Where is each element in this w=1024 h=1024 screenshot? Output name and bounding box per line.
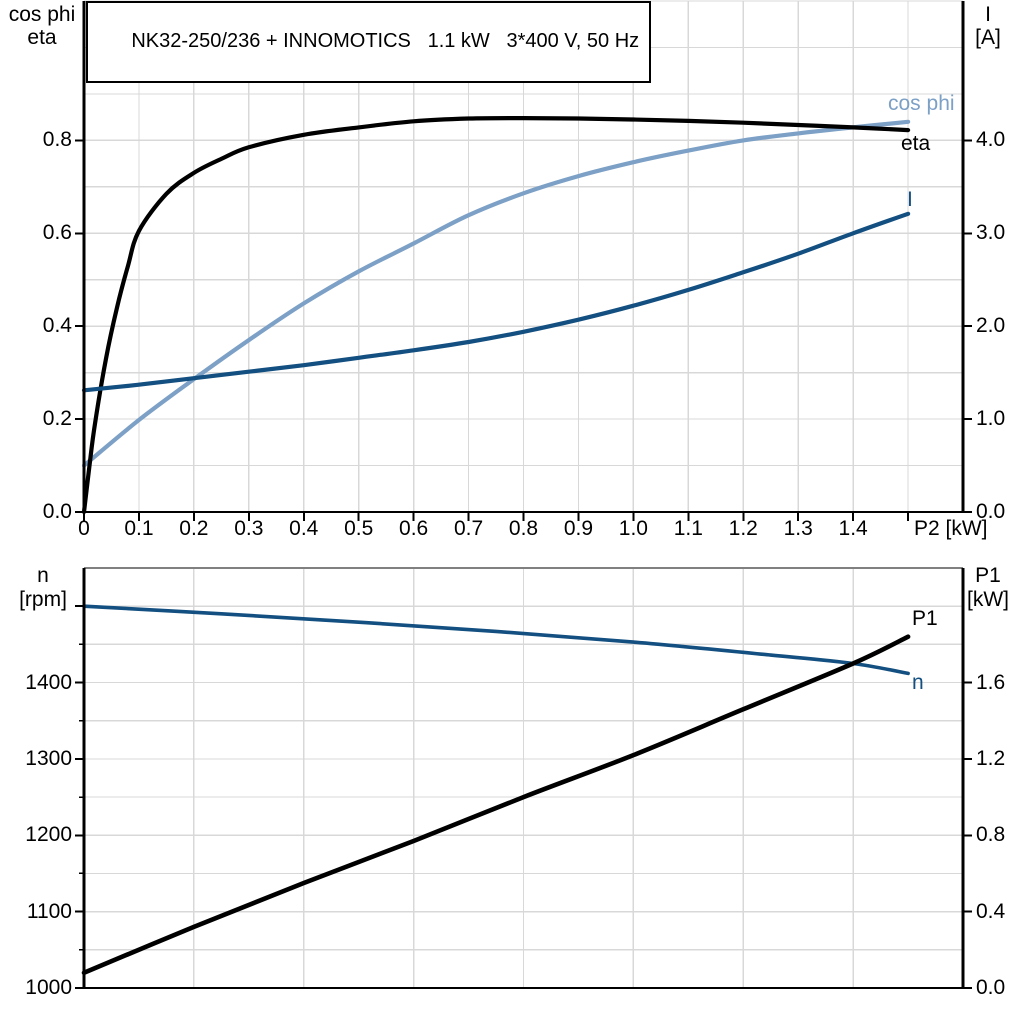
y-left-tick-label: 0.0 <box>42 500 72 523</box>
x-tick-label: 0.8 <box>508 517 539 540</box>
top-right-axis-title-current: I <box>985 3 991 26</box>
top-right-axis-title-unit-a: [A] <box>975 26 1001 49</box>
y-right-tick-label: 1.6 <box>976 670 1006 694</box>
curve-label-cos-phi: cos phi <box>888 92 955 115</box>
x-tick-label: 1.0 <box>618 517 648 540</box>
bottom-right-axis-title-kw: [kW] <box>967 588 1009 611</box>
x-tick-label: 0.5 <box>344 517 374 540</box>
y-left-tick-label: 0.2 <box>42 407 72 431</box>
curve-label-eta: eta <box>901 132 931 155</box>
y-left-tick-label: 0.4 <box>42 314 72 338</box>
y-right-tick-label: 1.2 <box>976 746 1006 770</box>
y-right-tick-label: 0.0 <box>976 976 1006 999</box>
x-tick-label: 0.3 <box>234 517 264 540</box>
y-left-tick-label: 0.6 <box>42 221 72 245</box>
x-tick-label: 0.7 <box>453 517 484 540</box>
chart-title-box: NK32-250/236 + INNOMOTICS 1.1 kW 3*400 V… <box>86 1 652 83</box>
top-left-axis-title-cos-phi: cos phi <box>8 3 76 26</box>
top-chart-curves <box>81 115 911 515</box>
y-left-tick-label: 1300 <box>25 746 72 770</box>
y-left-tick-label: 1100 <box>26 899 72 923</box>
y-right-tick-label: 3.0 <box>976 221 1006 245</box>
y-left-tick-label: 0.8 <box>42 128 72 152</box>
y-right-tick-label: 0.4 <box>976 899 1006 923</box>
y-left-tick-label: 1000 <box>25 976 72 999</box>
curve-p1 <box>81 634 911 975</box>
y-right-tick-label: 1.0 <box>976 407 1006 431</box>
bottom-chart-curves <box>81 604 911 975</box>
curve-n <box>82 604 910 676</box>
x-tick-label: 1.2 <box>728 517 758 540</box>
curve-label-n: n <box>912 671 924 694</box>
chart-title: NK32-250/236 + INNOMOTICS 1.1 kW 3*400 V… <box>131 30 640 52</box>
y-left-tick-label: 1400 <box>25 670 72 694</box>
y-right-tick-label: 4.0 <box>976 128 1006 152</box>
x-tick-label: 1.3 <box>783 517 813 540</box>
curve-cos-phi <box>81 119 911 468</box>
y-right-tick-label: 0.0 <box>976 500 1006 523</box>
bottom-chart-grid <box>84 567 963 988</box>
x-tick-label: 1.4 <box>838 517 868 540</box>
curve-label-p1: P1 <box>912 607 938 630</box>
curve-label-i: I <box>907 188 913 211</box>
x-axis-title-p2-kw: P2 [kW] <box>914 517 988 540</box>
x-tick-label: 0.6 <box>399 517 429 540</box>
x-tick-label: 0.2 <box>179 517 209 540</box>
curve-eta <box>81 115 911 515</box>
x-tick-label: 0 <box>78 517 90 540</box>
bottom-chart-axes <box>75 568 972 989</box>
y-left-tick-label: 1200 <box>25 823 72 847</box>
y-right-tick-label: 2.0 <box>976 314 1006 338</box>
x-tick-label: 1.1 <box>673 517 703 540</box>
bottom-left-axis-title-n: n <box>37 564 49 587</box>
top-left-axis-title-eta: eta <box>27 26 57 49</box>
bottom-right-axis-title-p1: P1 <box>975 564 1001 587</box>
x-tick-label: 0.4 <box>289 517 319 540</box>
x-tick-label: 0.1 <box>124 517 154 540</box>
bottom-left-axis-title-rpm: [rpm] <box>19 588 67 611</box>
top-chart-axes <box>75 1 972 521</box>
curve-i <box>81 211 911 393</box>
y-right-tick-label: 0.8 <box>976 823 1006 847</box>
x-tick-label: 0.9 <box>563 517 594 540</box>
